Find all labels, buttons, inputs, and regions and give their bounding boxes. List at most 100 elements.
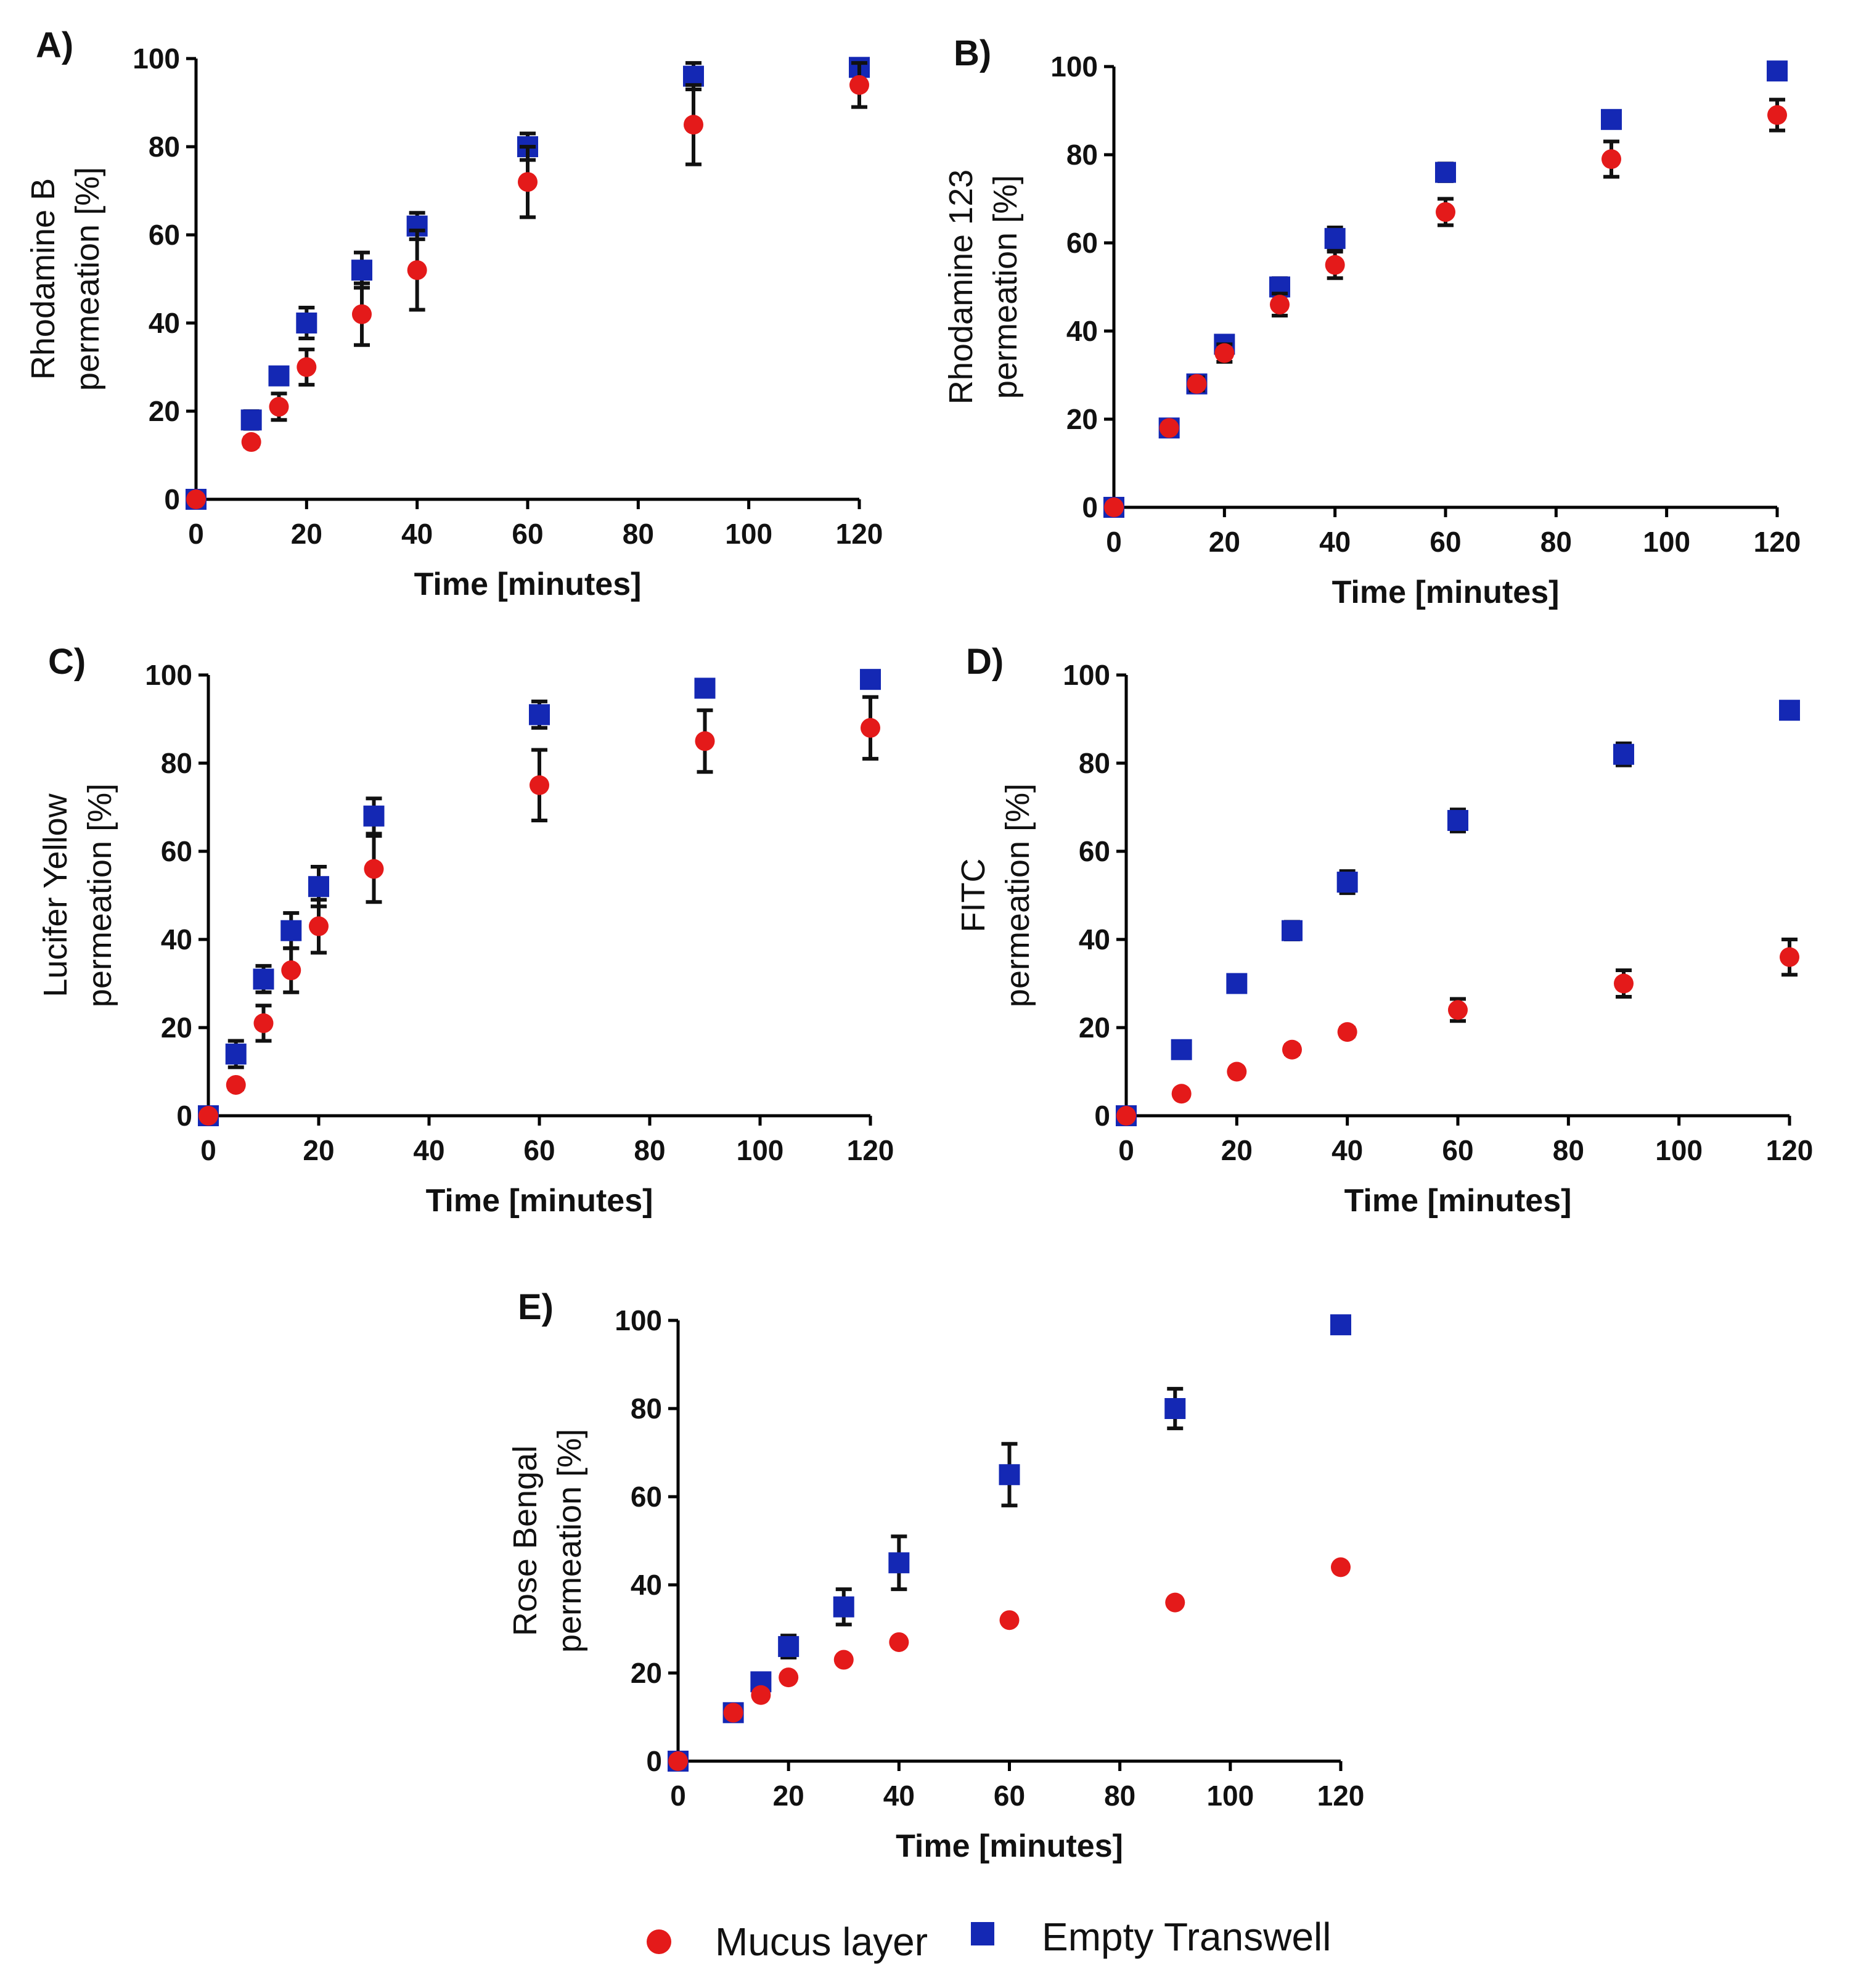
data-point-square bbox=[225, 1043, 247, 1065]
panel-c: 0 20 40 60 80 100 0 20 40 60 80 100 120 Time [minutes… bbox=[37, 642, 894, 1219]
data-point-square bbox=[363, 805, 385, 827]
data-point-square bbox=[1336, 872, 1358, 893]
series-empty-transwell bbox=[186, 57, 870, 510]
data-point-circle bbox=[352, 304, 372, 324]
panel-label: B) bbox=[954, 33, 991, 73]
y-tick-label: 0 bbox=[646, 1745, 662, 1777]
data-point-circle bbox=[1331, 1557, 1351, 1577]
data-point-square bbox=[308, 876, 329, 898]
series-mucus-layer bbox=[1104, 97, 1787, 517]
data-point-square bbox=[1226, 973, 1248, 994]
y-axis-title-line: permeation [%] bbox=[69, 167, 106, 391]
legend-label-empty-transwell: Empty Transwell bbox=[1042, 1915, 1331, 1959]
data-point-circle bbox=[1325, 255, 1345, 275]
data-point-square bbox=[351, 260, 372, 281]
y-tick-label: 100 bbox=[615, 1304, 662, 1336]
y-axis-title-line: Lucifer Yellow bbox=[37, 793, 74, 997]
y-tick-label: 80 bbox=[631, 1393, 662, 1425]
data-point-circle bbox=[1159, 418, 1179, 438]
y-tick-label: 100 bbox=[1050, 51, 1098, 83]
y-tick-label: 100 bbox=[145, 659, 192, 691]
y-tick-label: 0 bbox=[1094, 1100, 1110, 1132]
data-point-circle bbox=[833, 1650, 854, 1670]
y-tick-label: 40 bbox=[1079, 923, 1110, 955]
data-point-square bbox=[268, 365, 290, 387]
x-axis-title: Time [minutes] bbox=[896, 1828, 1123, 1864]
x-tick-label: 40 bbox=[1331, 1134, 1363, 1166]
y-tick-label: 80 bbox=[149, 131, 180, 163]
x-tick-label: 60 bbox=[523, 1134, 555, 1166]
x-tick-label: 0 bbox=[200, 1134, 216, 1166]
y-tick-label: 60 bbox=[1066, 227, 1098, 259]
x-tick-label: 60 bbox=[1430, 526, 1461, 558]
x-tick-label: 120 bbox=[836, 518, 883, 550]
panel-label: E) bbox=[518, 1287, 554, 1327]
y-tick-label: 80 bbox=[1079, 747, 1110, 779]
data-point-circle bbox=[226, 1074, 246, 1095]
data-point-square bbox=[1330, 1314, 1351, 1336]
y-tick-label: 40 bbox=[161, 923, 192, 955]
data-point-circle bbox=[186, 489, 206, 509]
y-axis-title-line: FITC bbox=[955, 859, 992, 933]
data-point-circle bbox=[723, 1703, 743, 1723]
data-point-square bbox=[1613, 743, 1634, 765]
x-tick-label: 20 bbox=[291, 518, 322, 550]
panel-a: 0 20 40 60 80 100 0 20 40 60 80 100 120 Time [minutes… bbox=[25, 25, 883, 602]
series-empty-transwell bbox=[1116, 700, 1800, 1126]
y-axis-title-line: permeation [%] bbox=[551, 1429, 588, 1653]
data-point-circle bbox=[668, 1751, 688, 1771]
data-point-square bbox=[860, 669, 881, 690]
data-point-circle bbox=[407, 260, 427, 280]
data-point-circle bbox=[849, 75, 869, 95]
data-point-circle bbox=[1270, 295, 1290, 315]
panel-e: 0 20 40 60 80 100 0 20 40 60 80 100 120 Time [minutes… bbox=[507, 1287, 1364, 1864]
data-point-circle bbox=[1116, 1106, 1136, 1126]
data-point-circle bbox=[1187, 374, 1207, 394]
data-point-square bbox=[240, 409, 262, 431]
x-tick-label: 20 bbox=[1221, 1134, 1253, 1166]
data-point-circle bbox=[1104, 497, 1124, 517]
x-tick-label: 120 bbox=[1317, 1780, 1365, 1812]
data-point-circle bbox=[1614, 973, 1634, 994]
y-tick-label: 20 bbox=[149, 395, 180, 427]
y-tick-label: 20 bbox=[1066, 403, 1098, 435]
data-point-circle bbox=[518, 172, 538, 192]
y-axis-title-line: Rose Bengal bbox=[507, 1446, 544, 1636]
data-point-circle bbox=[281, 960, 301, 981]
data-point-circle bbox=[1436, 202, 1455, 222]
data-point-circle bbox=[861, 718, 880, 738]
series-empty-transwell bbox=[1103, 60, 1788, 518]
y-tick-label: 0 bbox=[164, 483, 180, 515]
data-point-circle bbox=[269, 396, 289, 417]
x-tick-label: 100 bbox=[1206, 1780, 1254, 1812]
data-point-square bbox=[833, 1596, 854, 1618]
y-tick-label: 20 bbox=[1079, 1012, 1110, 1044]
data-point-square bbox=[296, 313, 317, 333]
y-tick-label: 40 bbox=[1066, 315, 1098, 347]
series-mucus-layer bbox=[668, 1557, 1351, 1771]
y-tick-label: 0 bbox=[176, 1100, 192, 1132]
data-point-square bbox=[529, 704, 550, 726]
y-tick-label: 60 bbox=[161, 835, 192, 867]
data-point-circle bbox=[1214, 343, 1235, 363]
data-point-circle bbox=[684, 115, 703, 135]
series-mucus-layer bbox=[186, 61, 869, 509]
x-tick-label: 80 bbox=[623, 518, 654, 550]
x-tick-label: 60 bbox=[1442, 1134, 1473, 1166]
data-point-circle bbox=[1227, 1061, 1247, 1082]
series-empty-transwell bbox=[198, 669, 881, 1126]
y-axis-title-line: permeation [%] bbox=[81, 783, 118, 1007]
data-point-circle bbox=[751, 1685, 771, 1705]
data-point-circle bbox=[530, 775, 549, 795]
x-tick-label: 100 bbox=[737, 1134, 784, 1166]
legend-label-mucus: Mucus layer bbox=[715, 1920, 928, 1964]
y-tick-label: 100 bbox=[1063, 659, 1110, 691]
series-empty-transwell bbox=[668, 1314, 1351, 1772]
data-point-square bbox=[1601, 108, 1622, 130]
data-point-square bbox=[1447, 809, 1468, 831]
x-tick-label: 100 bbox=[725, 518, 772, 550]
data-point-circle bbox=[1448, 1000, 1468, 1020]
panel-b: 0 20 40 60 80 100 0 20 40 60 80 100 120 Time [minutes… bbox=[943, 33, 1801, 610]
data-point-square bbox=[694, 677, 716, 699]
